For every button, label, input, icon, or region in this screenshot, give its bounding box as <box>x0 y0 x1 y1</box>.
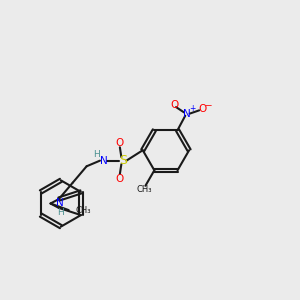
Text: N: N <box>183 109 190 119</box>
Text: −: − <box>204 100 212 109</box>
Text: O: O <box>199 103 207 114</box>
Text: CH₃: CH₃ <box>136 185 152 194</box>
Text: CH₃: CH₃ <box>75 206 91 214</box>
Text: O: O <box>170 100 178 110</box>
Text: O: O <box>116 137 124 148</box>
Text: +: + <box>189 104 196 113</box>
Text: N: N <box>100 156 107 166</box>
Text: N: N <box>56 199 64 208</box>
Text: H: H <box>94 150 100 159</box>
Text: S: S <box>119 154 127 167</box>
Text: O: O <box>116 174 124 184</box>
Text: H: H <box>57 208 63 217</box>
